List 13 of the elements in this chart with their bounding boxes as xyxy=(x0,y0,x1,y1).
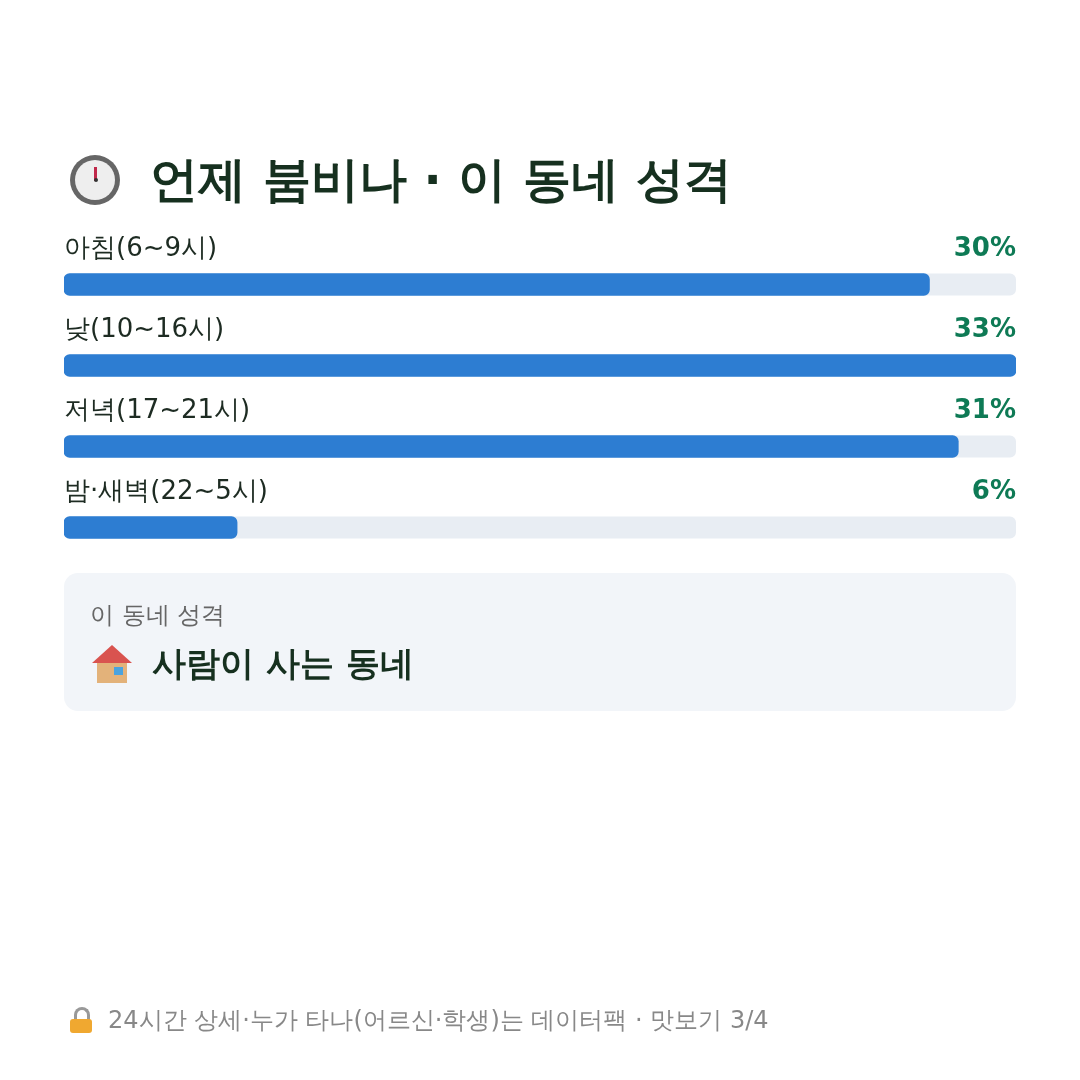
y-tick-label: 아침(6~9시) xyxy=(64,232,218,263)
data-label: 30% xyxy=(953,232,1016,263)
chart-title: 언제 붐비나 · 이 동네 성격 xyxy=(150,150,732,209)
y-tick-label: 밤·새벽(22~5시) xyxy=(64,475,268,506)
data-label: 31% xyxy=(953,394,1016,425)
data-label: 33% xyxy=(953,313,1016,344)
y-tick-label: 낮(10~16시) xyxy=(64,313,225,344)
text: 이 동네 성격 xyxy=(90,600,226,631)
text: 24시간 상세·누가 타나(어르신·학생)는 데이터팩 · 맛보기 3/4 xyxy=(108,1005,769,1036)
data-label: 6% xyxy=(971,475,1016,506)
y-tick-label: 저녁(17~21시) xyxy=(64,394,251,425)
text: 사람이 사는 동네 xyxy=(152,642,414,685)
bar xyxy=(64,516,238,539)
